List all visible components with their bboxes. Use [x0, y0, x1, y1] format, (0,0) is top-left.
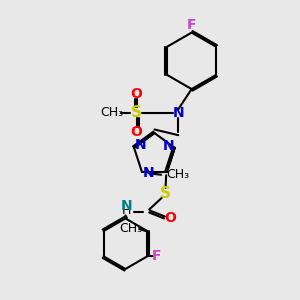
Text: O: O	[165, 212, 176, 225]
Text: CH₃: CH₃	[167, 168, 190, 181]
Text: CH₃: CH₃	[119, 222, 142, 235]
Text: N: N	[121, 199, 133, 213]
Text: S: S	[160, 186, 171, 201]
Text: F: F	[152, 249, 161, 263]
Text: S: S	[131, 105, 142, 120]
Text: N: N	[135, 139, 146, 152]
Text: CH₃: CH₃	[100, 106, 123, 119]
Text: N: N	[142, 166, 154, 180]
Text: O: O	[131, 125, 142, 139]
Text: N: N	[172, 106, 184, 120]
Text: F: F	[187, 18, 196, 32]
Text: O: O	[131, 86, 142, 100]
Text: H: H	[122, 204, 132, 217]
Text: N: N	[163, 140, 174, 153]
